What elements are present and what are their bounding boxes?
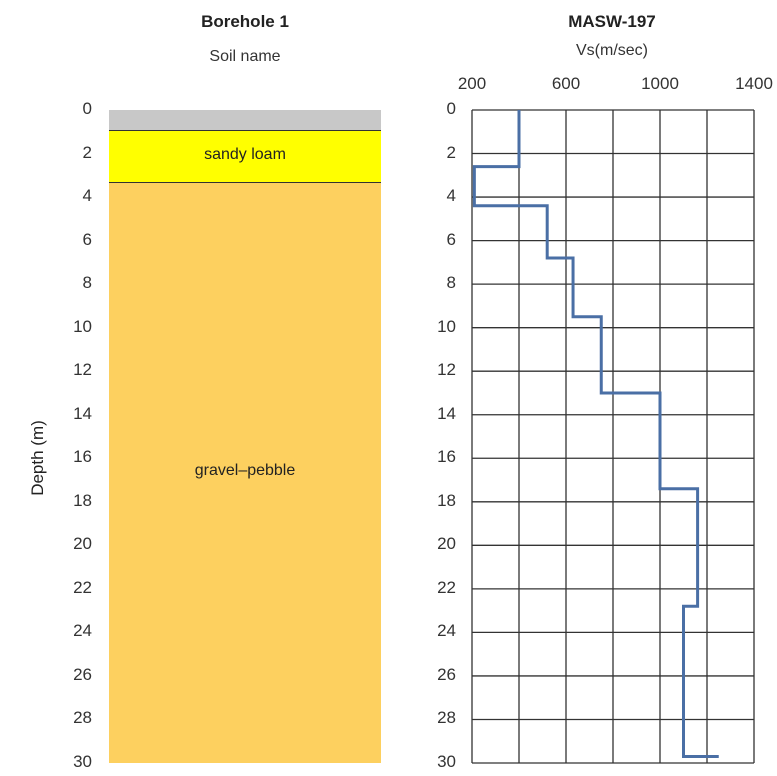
masw-title: MASW-197 — [568, 12, 656, 31]
masw-y-tick-label: 2 — [446, 142, 456, 162]
soil-layer-label: sandy loam — [204, 145, 286, 163]
masw-x-tick-label: 200 — [457, 74, 487, 93]
masw-y-tick-label: 24 — [437, 621, 456, 641]
borehole-y-tick-label: 30 — [73, 752, 92, 771]
masw-y-tick-label: 4 — [446, 186, 456, 206]
masw-y-tick-label: 28 — [437, 708, 456, 728]
borehole-y-tick-label: 28 — [73, 708, 92, 728]
masw-y-tick-label: 20 — [437, 534, 456, 554]
borehole-y-tick-label: 16 — [73, 447, 92, 467]
borehole-y-tick-label: 12 — [73, 360, 92, 380]
masw-y-tick-label: 6 — [446, 229, 456, 249]
masw-x-axis-label: Vs(m/sec) — [576, 42, 648, 59]
masw-y-tick-label: 14 — [437, 403, 456, 423]
masw-x-tick-label: 1400 — [735, 74, 773, 93]
soil-layer: gravel–pebble — [109, 181, 381, 763]
borehole-y-tick-label: 18 — [73, 490, 92, 510]
borehole-y-tick-label: 22 — [73, 577, 92, 597]
masw-y-tick-label: 30 — [437, 752, 456, 771]
borehole-subtitle: Soil name — [209, 48, 281, 65]
borehole-y-tick-label: 6 — [82, 229, 92, 249]
borehole-y-tick-label: 0 — [82, 99, 92, 118]
vs-profile-line — [472, 110, 719, 758]
soil-layer-label: gravel–pebble — [194, 462, 296, 480]
borehole-y-tick-label: 4 — [82, 186, 92, 206]
masw-y-tick-label: 8 — [446, 273, 456, 293]
borehole-y-tick-label: 2 — [82, 142, 92, 162]
masw-y-tick-label: 10 — [437, 316, 456, 336]
masw-x-tick-label: 1000 — [641, 74, 679, 93]
borehole-title: Borehole 1 — [201, 12, 289, 31]
masw-y-tick-label: 22 — [437, 577, 456, 597]
masw-y-tick-label: 0 — [446, 99, 456, 118]
borehole-y-tick-label: 10 — [73, 316, 92, 336]
masw-y-tick-label: 16 — [437, 447, 456, 467]
soil-layer — [109, 110, 381, 130]
borehole-y-tick-label: 24 — [73, 621, 92, 641]
masw-y-tick-label: 26 — [437, 664, 456, 684]
borehole-y-tick-label: 8 — [82, 273, 92, 293]
borehole-y-tick-label: 20 — [73, 534, 92, 554]
masw-y-tick-label: 12 — [437, 360, 456, 380]
borehole-y-tick-label: 14 — [73, 403, 92, 423]
masw-y-tick-label: 18 — [437, 490, 456, 510]
borehole-y-tick-label: 26 — [73, 664, 92, 684]
soil-layer: sandy loam — [109, 129, 381, 182]
masw-x-tick-label: 600 — [551, 74, 581, 93]
